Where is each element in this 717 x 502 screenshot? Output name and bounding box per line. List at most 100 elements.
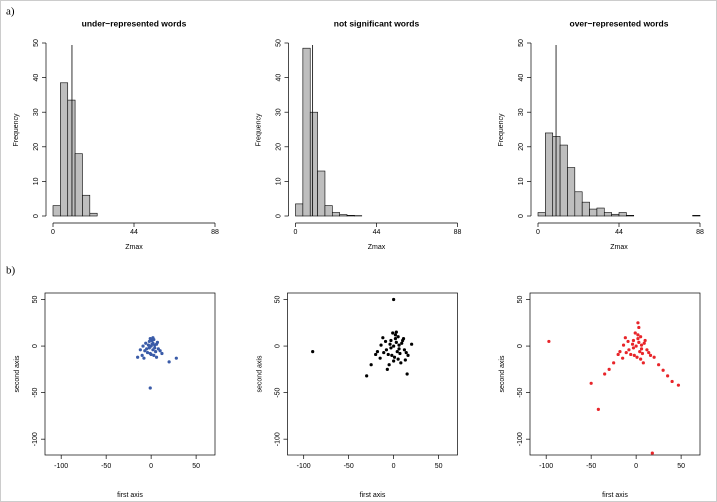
x-tick-label: 88 xyxy=(211,229,219,236)
point xyxy=(647,350,651,355)
y-tick-label: 0 xyxy=(33,214,40,218)
y-tick-label: 40 xyxy=(275,74,282,82)
point xyxy=(383,339,388,344)
point xyxy=(136,355,140,359)
point xyxy=(311,350,315,354)
point xyxy=(144,341,148,345)
y-tick-label: -100 xyxy=(517,432,524,446)
point xyxy=(648,353,653,357)
y-tick-label: 50 xyxy=(33,39,40,47)
point xyxy=(637,325,641,330)
point xyxy=(639,347,644,351)
point xyxy=(150,342,154,346)
point xyxy=(618,350,622,354)
chart-title: over−represented words xyxy=(570,18,669,28)
point xyxy=(384,348,389,352)
x-tick-label: 50 xyxy=(435,463,443,470)
point xyxy=(623,336,627,340)
x-tick-label: 0 xyxy=(536,229,540,236)
point xyxy=(395,350,399,354)
point xyxy=(643,338,647,343)
x-axis-label: Zmax xyxy=(368,244,386,251)
bar xyxy=(339,214,348,217)
point xyxy=(645,348,649,352)
point xyxy=(661,368,665,372)
panel-label: b) xyxy=(6,265,16,277)
point xyxy=(390,353,394,357)
point xyxy=(147,339,151,344)
x-tick-label: 0 xyxy=(149,463,153,470)
y-tick-label: 40 xyxy=(518,74,525,82)
point xyxy=(631,338,636,343)
point xyxy=(657,363,661,367)
bar xyxy=(67,99,76,217)
point xyxy=(374,352,378,357)
point xyxy=(396,357,400,361)
point xyxy=(670,379,674,384)
point xyxy=(382,350,386,355)
point xyxy=(141,344,145,348)
point xyxy=(385,367,389,371)
bar xyxy=(618,212,627,217)
bar xyxy=(346,215,355,217)
point xyxy=(148,386,152,390)
point xyxy=(401,337,406,341)
point xyxy=(403,358,407,362)
x-tick-label: -50 xyxy=(586,463,596,470)
bar xyxy=(581,201,590,217)
point xyxy=(630,342,635,346)
bar xyxy=(545,132,554,217)
point xyxy=(397,347,401,351)
x-axis-label: first axis xyxy=(360,492,386,499)
point xyxy=(639,335,643,339)
point xyxy=(392,355,397,359)
point xyxy=(589,381,593,385)
bar xyxy=(89,212,98,217)
x-axis-label: Zmax xyxy=(125,244,143,251)
panel-label: a) xyxy=(6,6,15,18)
point xyxy=(650,451,654,455)
bar xyxy=(60,82,69,217)
x-axis-label: Zmax xyxy=(610,244,628,251)
y-axis-label: Frequency xyxy=(255,113,262,147)
x-tick-label: -50 xyxy=(101,463,111,470)
point xyxy=(397,343,401,347)
x-tick-label: 50 xyxy=(192,463,200,470)
y-tick-label: 50 xyxy=(32,296,39,304)
point xyxy=(140,353,144,357)
point xyxy=(637,340,641,344)
x-tick-label: 88 xyxy=(696,229,704,236)
point xyxy=(148,337,152,341)
point xyxy=(369,363,373,367)
point xyxy=(631,346,636,350)
point xyxy=(365,374,369,378)
y-tick-label: 50 xyxy=(518,39,525,47)
point xyxy=(389,346,393,350)
y-tick-label: 0 xyxy=(517,344,524,348)
y-tick-label: 0 xyxy=(518,214,525,218)
y-tick-label: 30 xyxy=(518,108,525,116)
y-tick-label: 20 xyxy=(33,143,40,151)
point xyxy=(666,374,670,378)
point xyxy=(392,359,396,363)
y-tick-label: -50 xyxy=(32,387,39,397)
bar xyxy=(559,144,568,217)
point xyxy=(621,343,626,347)
point xyxy=(154,350,158,354)
point xyxy=(624,350,628,355)
bar xyxy=(589,208,598,217)
y-axis-label: second axis xyxy=(499,355,506,392)
point xyxy=(547,339,551,344)
point xyxy=(151,348,155,352)
point xyxy=(638,350,642,354)
y-tick-label: 30 xyxy=(33,108,40,116)
point xyxy=(143,349,147,353)
y-tick-label: 50 xyxy=(275,39,282,47)
chart-title: not significant words xyxy=(334,18,420,28)
point xyxy=(154,355,159,359)
y-tick-label: -100 xyxy=(32,432,39,446)
point xyxy=(151,336,155,340)
point xyxy=(607,367,611,371)
point xyxy=(381,336,385,340)
y-tick-label: 20 xyxy=(518,143,525,151)
